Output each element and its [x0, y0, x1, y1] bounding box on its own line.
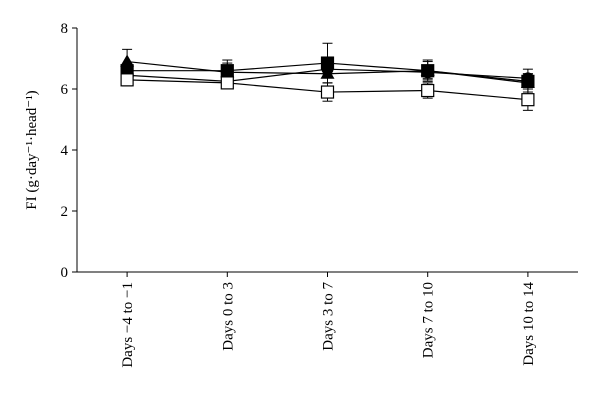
marker — [120, 73, 134, 87]
y-axis-label: FI (g·day⁻¹·head⁻¹) — [24, 90, 40, 209]
marker — [120, 54, 135, 67]
marker — [421, 83, 435, 98]
marker — [320, 85, 335, 99]
y-tick-label: 6 — [61, 82, 69, 98]
y-tick-label: 2 — [61, 204, 69, 220]
marker — [321, 63, 334, 76]
marker — [220, 65, 235, 78]
x-tick-label: Days 10 to 14 — [521, 282, 537, 366]
marker — [421, 66, 434, 79]
x-tick-label: Days 0 to 3 — [220, 282, 236, 351]
marker — [220, 76, 234, 90]
x-tick-label: Days 3 to 7 — [321, 282, 337, 351]
y-tick-label: 4 — [61, 143, 69, 159]
marker — [521, 93, 535, 107]
x-tick-label: Days −4 to −1 — [120, 282, 136, 368]
y-tick-label: 0 — [61, 265, 69, 281]
y-tick-label: 8 — [61, 21, 69, 37]
x-tick-label: Days 7 to 10 — [421, 282, 437, 358]
marker — [521, 72, 534, 85]
